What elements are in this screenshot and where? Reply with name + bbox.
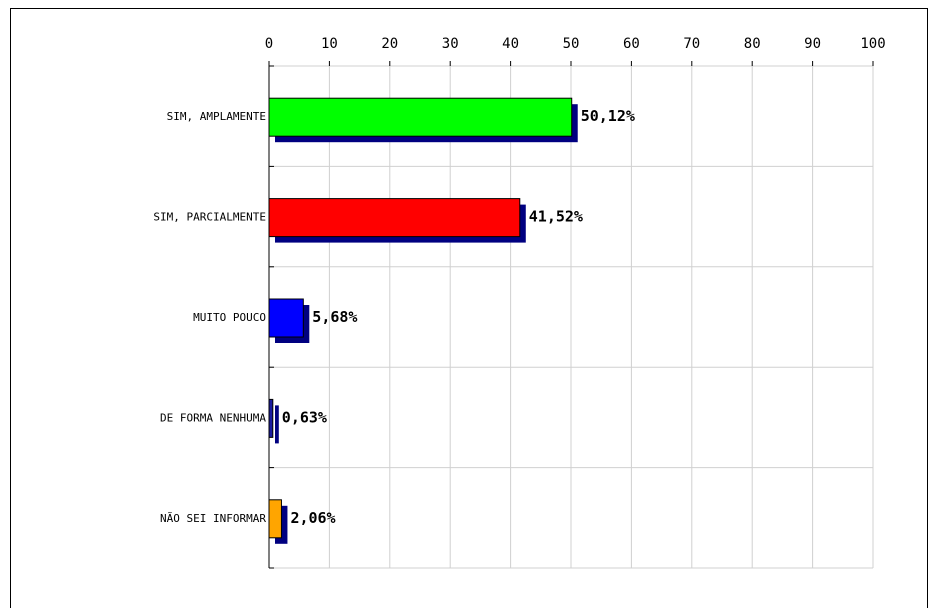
data-label: 41,52% — [529, 208, 583, 226]
x-tick-label: 70 — [683, 36, 700, 52]
bar — [268, 198, 521, 238]
data-label: 50,12% — [581, 107, 635, 125]
x-tick-label: 80 — [744, 36, 761, 52]
x-tick-label: 10 — [321, 36, 338, 52]
x-tick-label: 40 — [502, 36, 519, 52]
x-tick-label: 30 — [442, 36, 459, 52]
x-tick-label: 50 — [563, 36, 580, 52]
data-label: 2,06% — [290, 509, 335, 527]
category-label: SIM, PARCIALMENTE — [153, 211, 266, 224]
x-tick-label: 20 — [381, 36, 398, 52]
bar — [268, 97, 573, 137]
x-tick-label: 90 — [804, 36, 821, 52]
category-label: NÃO SEI INFORMAR — [160, 512, 266, 525]
bar — [268, 298, 304, 338]
data-label: 0,63% — [282, 408, 327, 426]
category-label: SIM, AMPLAMENTE — [167, 110, 266, 123]
bar-shadow — [275, 405, 279, 444]
x-tick-label: 60 — [623, 36, 640, 52]
x-tick-label: 100 — [860, 36, 885, 52]
category-label: MUITO POUCO — [193, 311, 266, 324]
x-tick-label: 0 — [265, 36, 273, 52]
bar — [268, 398, 274, 438]
category-label: DE FORMA NENHUMA — [160, 411, 266, 424]
bar — [268, 499, 282, 539]
data-label: 5,68% — [312, 308, 357, 326]
chart-frame — [10, 8, 928, 608]
